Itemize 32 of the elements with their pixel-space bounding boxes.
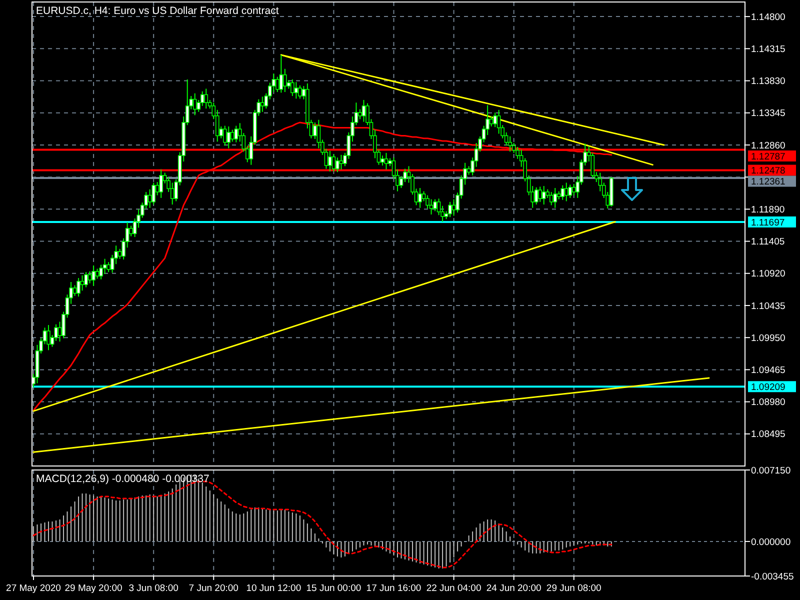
y-tick-label: -0.003455 [751, 571, 794, 582]
ref-line-label: 1.11697 [751, 217, 785, 228]
chart-title: EURUSD.c, H4: Euro vs US Dollar Forward contract [36, 5, 279, 17]
y-tick-label: 0.007150 [751, 465, 791, 476]
y-tick-label: 1.12860 [751, 140, 786, 152]
y-tick-label: 1.10920 [751, 268, 786, 280]
y-tick-label: 1.11405 [751, 236, 785, 248]
x-tick-label: 24 Jun 20:00 [486, 583, 542, 594]
y-tick-label: 0.000000 [751, 536, 791, 548]
y-tick-label: 1.14315 [751, 44, 786, 55]
x-tick-label: 29 Jun 08:00 [546, 583, 602, 594]
ref-line-label: 1.12361 [751, 176, 786, 188]
y-tick-label: 1.13345 [751, 108, 786, 120]
x-tick-label: 10 Jun 12:00 [246, 583, 302, 594]
x-tick-label: 7 Jun 20:00 [188, 583, 238, 594]
y-tick-label: 1.14800 [751, 12, 786, 23]
ref-line-label: 1.12787 [751, 151, 786, 162]
y-tick-label: 1.09465 [751, 365, 786, 376]
ref-line-label: 1.12478 [751, 166, 786, 177]
x-tick-label: 29 May 20:00 [64, 583, 122, 594]
y-tick-label: 1.10435 [751, 300, 786, 312]
x-tick-label: 22 Jun 04:00 [426, 583, 482, 594]
x-tick-label: 17 Jun 16:00 [366, 583, 422, 594]
y-tick-label: 1.08980 [751, 397, 786, 408]
y-tick-label: 1.08495 [751, 429, 786, 440]
y-tick-label: 1.13830 [751, 76, 786, 88]
ref-line-label: 1.09209 [751, 382, 786, 393]
y-tick-label: 1.11890 [751, 204, 785, 216]
x-tick-label: 3 Jun 08:00 [128, 583, 178, 594]
x-tick-label: 27 May 2020 [6, 583, 61, 594]
x-tick-label: 15 Jun 00:00 [306, 583, 362, 594]
y-tick-label: 1.09950 [751, 332, 786, 344]
